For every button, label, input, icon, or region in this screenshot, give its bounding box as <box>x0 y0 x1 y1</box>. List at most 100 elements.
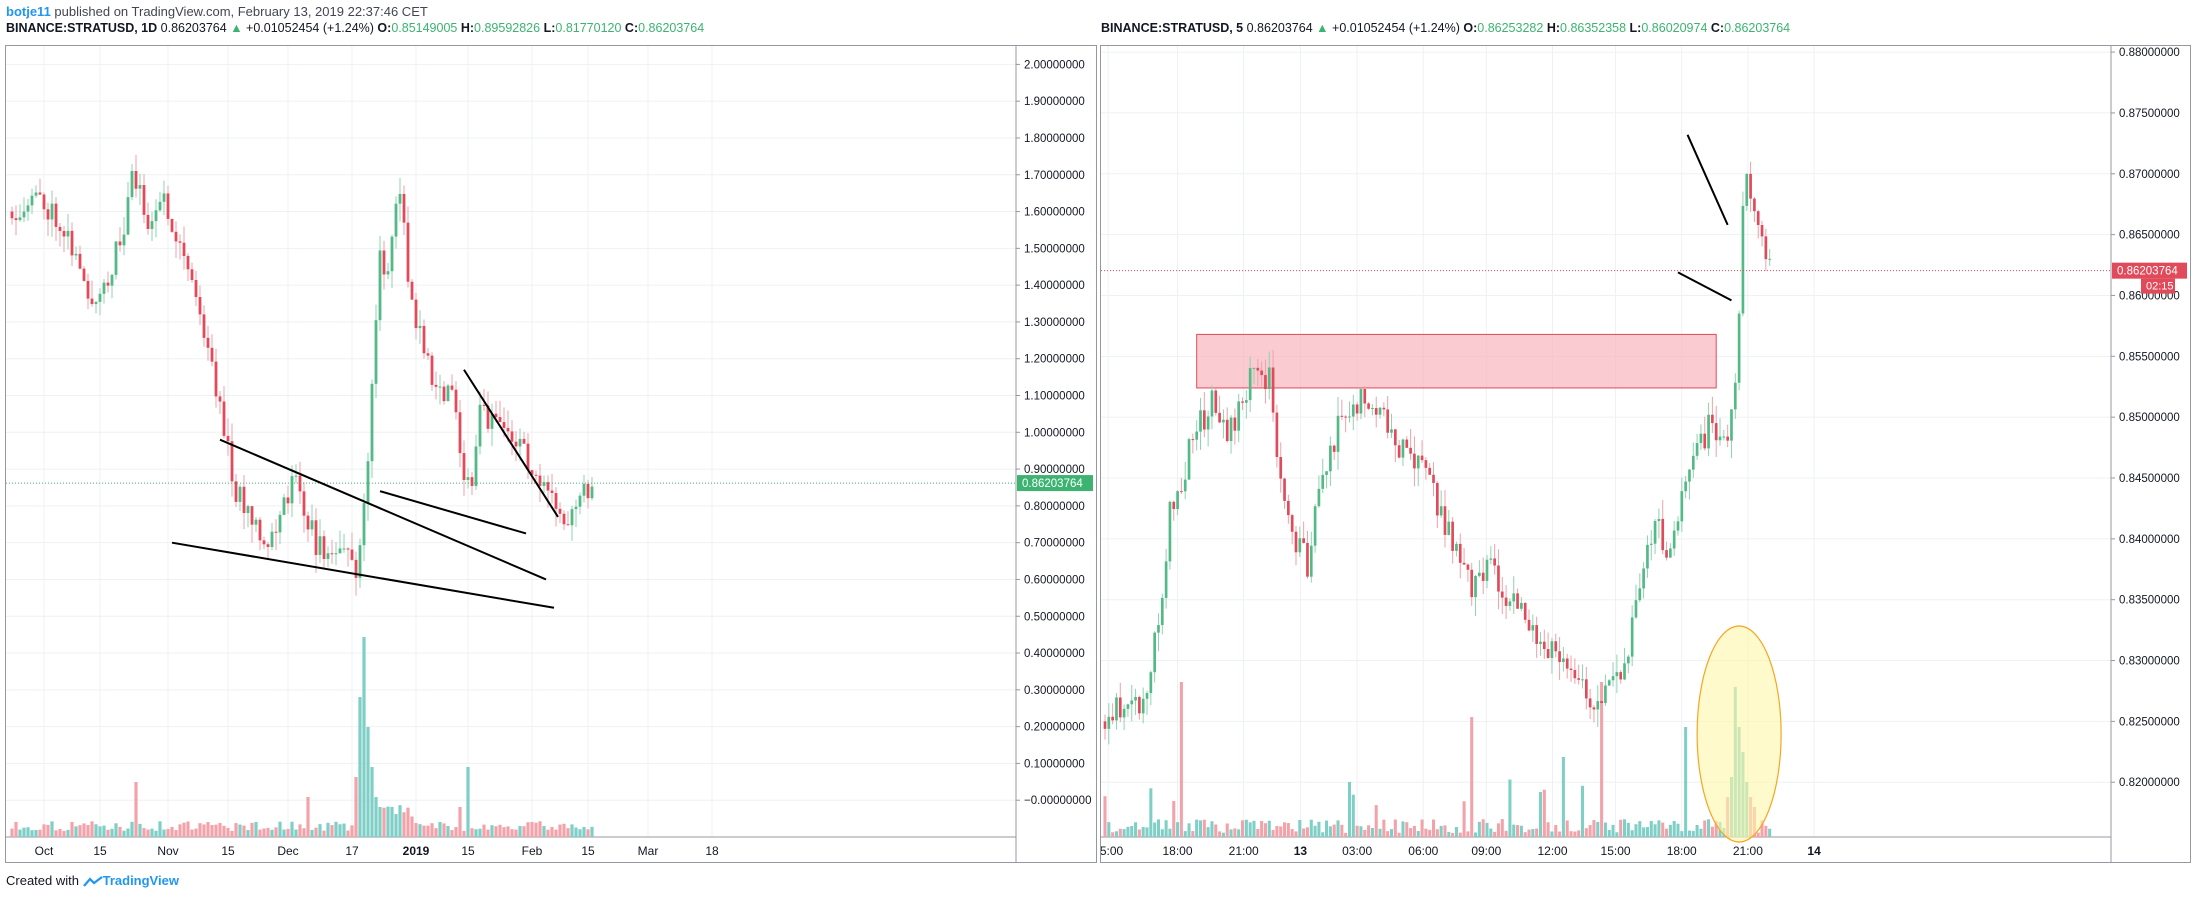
volume-bar <box>1642 827 1646 837</box>
candle-body <box>1393 429 1397 446</box>
volume-bar <box>38 829 42 837</box>
candle-body <box>1542 641 1546 650</box>
volume-bar <box>138 823 142 837</box>
candle-body <box>498 417 502 423</box>
candle-body <box>1741 205 1745 314</box>
trendline <box>171 541 555 609</box>
volume-bar <box>1523 832 1527 837</box>
volume-bar <box>26 827 30 837</box>
x-tick-label: 12:00 <box>1537 844 1567 858</box>
candle-body <box>1428 467 1432 475</box>
candle-body <box>1264 375 1267 390</box>
volume-bar <box>1714 820 1718 837</box>
footer-brand[interactable]: TradingView <box>102 873 179 888</box>
candle-body <box>142 185 146 215</box>
volume-bar <box>554 829 558 837</box>
candle-body <box>1298 538 1302 553</box>
right-l-label: L: <box>1629 21 1642 35</box>
candle-body <box>1279 457 1283 479</box>
candle-body <box>1489 558 1493 560</box>
candle-body <box>1634 600 1638 618</box>
volume-bar <box>474 829 478 837</box>
candle-body <box>590 486 594 499</box>
candle-body <box>1187 439 1191 480</box>
volume-bar <box>238 824 242 837</box>
candle-body <box>1195 431 1199 440</box>
candle-body <box>494 413 498 418</box>
candle-body <box>1432 474 1435 483</box>
volume-bar <box>178 824 182 837</box>
author-link[interactable]: botje11 <box>6 4 51 19</box>
candle-body <box>294 475 298 477</box>
volume-bar <box>1428 829 1432 837</box>
candle-body <box>434 384 438 387</box>
volume-bar <box>382 807 386 837</box>
left-symbol[interactable]: BINANCE:STRATUSD, 1D <box>6 21 158 35</box>
volume-bar <box>1370 827 1374 837</box>
volume-bar <box>426 825 430 837</box>
candle-body <box>1214 390 1218 413</box>
daily-chart-svg[interactable]: 2.00000000 1.90000000 1.80000000 1.70000000… <box>6 46 1096 862</box>
intraday-chart-svg[interactable]: 0.88000000 0.87500000 0.87000000 0.86500000… <box>1093 46 2190 862</box>
volume-bar <box>1554 824 1558 837</box>
candle-body <box>186 255 190 270</box>
volume-bar <box>310 829 314 837</box>
candle-body <box>154 210 158 222</box>
candle-body <box>574 506 578 510</box>
candle-body <box>1478 572 1481 576</box>
volume-bar <box>1431 819 1436 837</box>
volume-bar <box>130 821 134 837</box>
last-price-label: 0.86203764 <box>2117 266 2178 278</box>
volume-bar <box>510 829 514 837</box>
candle-body <box>1699 433 1703 444</box>
candle-body <box>1768 258 1772 260</box>
volume-bar <box>1198 820 1203 837</box>
volume-bar <box>1645 827 1649 837</box>
candle-body <box>10 211 14 219</box>
volume-bar <box>1313 825 1317 837</box>
candle-body <box>422 325 426 354</box>
candle-body <box>1745 173 1749 206</box>
volume-bar <box>486 829 490 837</box>
candle-body <box>1569 668 1573 671</box>
volume-bar <box>1317 821 1321 837</box>
volume-bar <box>466 767 470 837</box>
volume-bar <box>174 830 178 837</box>
footer-created-with: Created with <box>6 873 79 888</box>
x-tick-label: 21:00 <box>1229 844 1259 858</box>
right-symbol[interactable]: BINANCE:STRATUSD, 5 <box>1101 21 1244 35</box>
x-tick-label: 09:00 <box>1471 844 1501 858</box>
volume-bar <box>158 821 162 837</box>
volume-bar <box>218 822 222 837</box>
x-tick-label: 15:00 <box>1601 844 1631 858</box>
volume-bar <box>1485 822 1489 837</box>
volume-bar <box>74 826 78 837</box>
volume-bar <box>326 822 330 837</box>
volume-bar <box>1294 831 1298 837</box>
right-high: 0.86352358 <box>1560 21 1627 35</box>
tradingview-logo-icon <box>82 875 103 887</box>
x-tick-label: 18:00 <box>1162 844 1192 858</box>
volume-bar <box>1183 831 1187 837</box>
volume-bar <box>1363 829 1367 837</box>
candle-body <box>1183 479 1187 492</box>
right-low: 0.86020974 <box>1641 21 1708 35</box>
candle-body <box>1206 416 1210 430</box>
candle-body <box>1439 506 1443 516</box>
volume-bar <box>1691 830 1695 837</box>
volume-bar <box>1710 826 1714 837</box>
candle-body <box>318 536 322 555</box>
candle-body <box>1164 561 1168 598</box>
daily-chart-panel[interactable]: 2.00000000 1.90000000 1.80000000 1.70000000… <box>5 45 1097 863</box>
volume-bar <box>1355 825 1359 837</box>
candle-body <box>1248 368 1252 401</box>
candle-body <box>1287 500 1290 516</box>
volume-bar <box>490 825 494 837</box>
volume-bar <box>270 829 274 837</box>
volume-bar <box>106 829 110 837</box>
intraday-chart-panel[interactable]: 0.88000000 0.87500000 0.87000000 0.86500000… <box>1093 45 2191 863</box>
candle-body <box>1447 521 1451 535</box>
candle-body <box>46 209 50 220</box>
y-tick-label: 1.20000000 <box>1024 354 1085 366</box>
y-tick-label: 0.30000000 <box>1024 685 1085 697</box>
